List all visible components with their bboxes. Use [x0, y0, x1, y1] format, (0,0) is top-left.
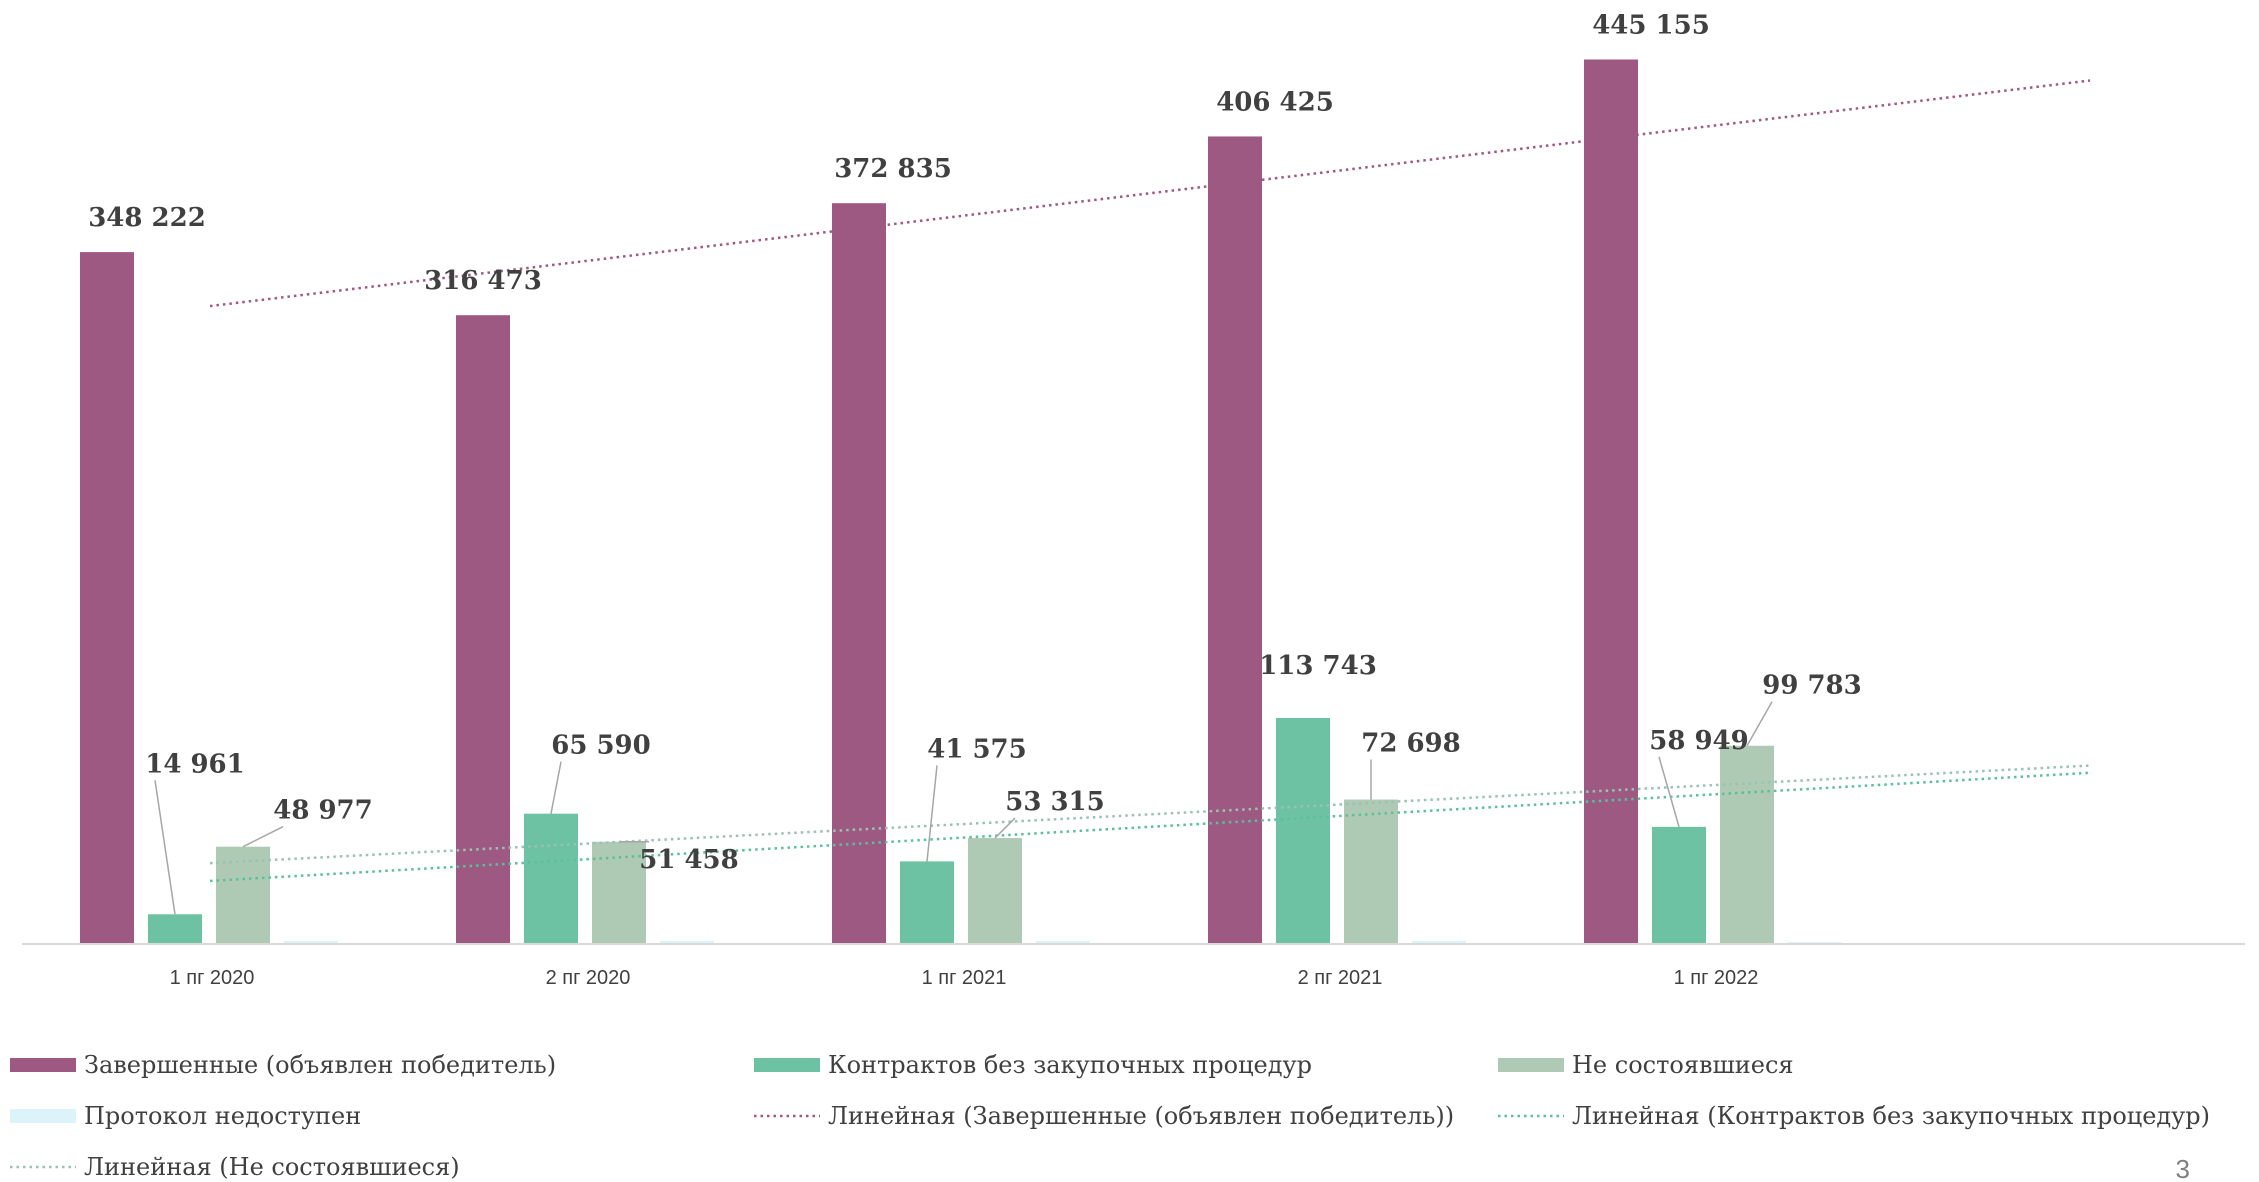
trendlines-layer	[209, 79, 2091, 883]
legend-item-2: Не состоявшиеся	[1498, 1051, 1794, 1079]
x-tick-label: 1 пг 2020	[170, 967, 255, 989]
legend-item-0: Завершенные (объявлен победитель)	[10, 1051, 556, 1079]
data-label-s0-c3: 406 425	[1216, 87, 1334, 117]
bar-s0-c3	[1208, 136, 1262, 945]
leader-line-s2-c2	[994, 817, 1016, 839]
bar-s2-c2	[968, 838, 1022, 944]
bar-s1-c4	[1652, 826, 1706, 944]
data-label-s1-c0: 14 961	[145, 749, 245, 779]
data-label-s1-c3: 113 743	[1259, 651, 1377, 681]
bar-s1-c2	[900, 861, 954, 944]
data-label-s2-c3: 72 698	[1361, 729, 1461, 759]
data-label-s2-c1: 51 458	[639, 845, 739, 875]
data-label-s0-c2: 372 835	[834, 154, 952, 184]
bar-s1-c1	[524, 813, 578, 944]
leader-line-s2-c4	[1746, 701, 1773, 747]
leader-line-s1-c0	[154, 780, 176, 915]
page-number: 3	[2176, 1154, 2190, 1182]
x-axis: 1 пг 2020 2 пг 2020 1 пг 2021 2 пг 2021 1 пг…	[22, 943, 2245, 989]
bar-s0-c1	[456, 315, 510, 945]
trendline-2	[209, 764, 2091, 865]
legend-label: Линейная (Завершенные (объявлен победите…	[828, 1102, 1454, 1130]
legend-item-6: Линейная (Не состоявшиеся)	[10, 1153, 460, 1181]
bar-s1-c0	[148, 914, 202, 944]
trendline-1	[209, 771, 2091, 883]
data-label-s2-c2: 53 315	[1005, 787, 1105, 817]
leader-line-s1-c2	[926, 765, 938, 862]
data-label-s1-c1: 65 590	[551, 731, 651, 761]
x-tick-label: 2 пг 2020	[546, 967, 631, 989]
x-tick-label: 1 пг 2022	[1674, 967, 1759, 989]
leader-line-s2-c0	[242, 826, 284, 848]
legend-item-4: Линейная (Завершенные (объявлен победите…	[754, 1102, 1454, 1130]
bars-layer	[80, 59, 1842, 945]
data-label-s0-c0: 348 222	[88, 203, 206, 233]
bar-s3-c3	[1412, 941, 1466, 944]
legend-item-3: Протокол недоступен	[10, 1102, 361, 1130]
legend-swatch	[754, 1058, 820, 1072]
legend-label: Не состоявшиеся	[1572, 1051, 1794, 1079]
leader-line-s1-c1	[550, 761, 562, 814]
bar-s0-c0	[80, 252, 134, 944]
legend-swatch	[10, 1109, 76, 1123]
legend-label: Контрактов без закупочных процедур	[828, 1051, 1312, 1079]
bar-s3-c0	[284, 941, 338, 944]
data-label-s0-c1: 316 473	[424, 266, 542, 296]
bar-s0-c2	[832, 203, 886, 945]
data-labels-layer: 348 222 316 473 372 835 406 425 445 155 14 96…	[88, 10, 1862, 915]
legend: Завершенные (объявлен победитель) Контрак…	[10, 1051, 2210, 1181]
bar-s2-c4	[1720, 745, 1774, 944]
data-label-s2-c0: 48 977	[273, 796, 373, 826]
data-label-s1-c4: 58 949	[1649, 726, 1749, 756]
legend-item-5: Линейная (Контрактов без закупочных проц…	[1498, 1102, 2210, 1130]
data-label-s1-c2: 41 575	[927, 734, 1027, 764]
legend-item-1: Контрактов без закупочных процедур	[754, 1051, 1312, 1079]
data-label-s2-c4: 99 783	[1762, 671, 1862, 701]
bar-s1-c3	[1276, 717, 1330, 944]
legend-swatch	[1498, 1058, 1564, 1072]
legend-label: Протокол недоступен	[84, 1102, 361, 1130]
data-label-s0-c4: 445 155	[1592, 10, 1710, 40]
legend-label: Завершенные (объявлен победитель)	[84, 1051, 556, 1079]
legend-label: Линейная (Не состоявшиеся)	[84, 1153, 460, 1181]
bar-s3-c1	[660, 941, 714, 944]
legend-label: Линейная (Контрактов без закупочных проц…	[1572, 1102, 2210, 1130]
x-tick-label: 2 пг 2021	[1298, 967, 1383, 989]
bar-s0-c4	[1584, 59, 1638, 945]
x-tick-label: 1 пг 2021	[922, 967, 1007, 989]
legend-swatch	[10, 1058, 76, 1072]
bar-s2-c3	[1344, 799, 1398, 944]
bar-s3-c2	[1036, 941, 1090, 944]
leader-line-s1-c4	[1658, 756, 1680, 828]
